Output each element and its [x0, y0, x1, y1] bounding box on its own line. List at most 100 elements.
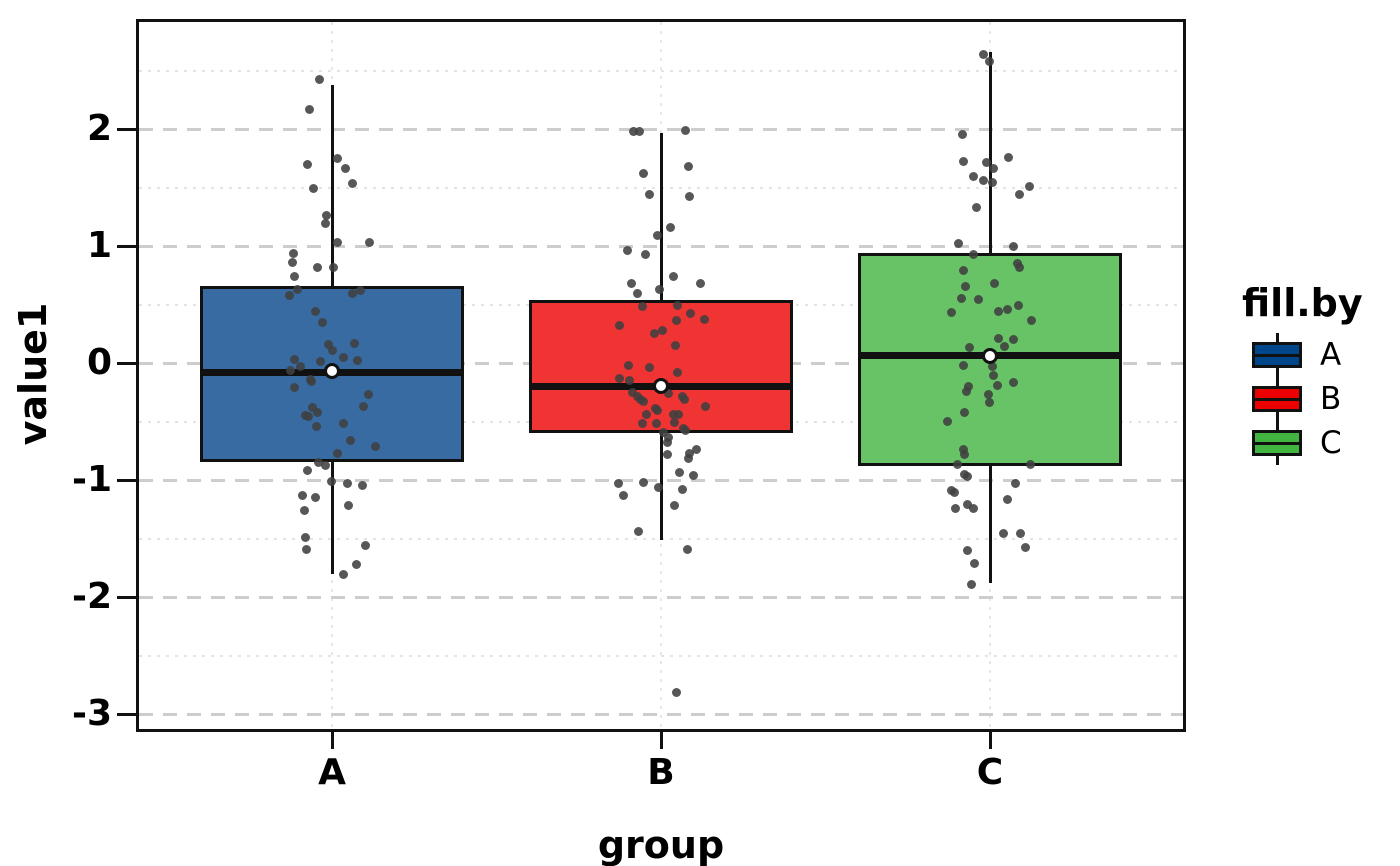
- jitter-point: [961, 386, 971, 396]
- jitter-point: [663, 388, 673, 398]
- jitter-point: [683, 454, 693, 464]
- legend-key-label: C: [1320, 425, 1342, 461]
- jitter-point: [295, 362, 305, 371]
- jitter-point: [614, 321, 624, 331]
- legend-key-median-line: [1255, 441, 1299, 445]
- jitter-point: [297, 490, 307, 500]
- jitter-point: [673, 409, 683, 419]
- jitter-point: [638, 168, 648, 178]
- jitter-point: [1015, 529, 1025, 539]
- x-axis-title: group: [597, 823, 725, 866]
- y-tick-label: 1: [86, 225, 112, 266]
- jitter-point: [989, 278, 999, 288]
- jitter-point: [971, 202, 981, 212]
- jitter-point: [960, 282, 970, 292]
- jitter-point: [289, 271, 299, 281]
- jitter-point: [284, 290, 294, 300]
- jitter-point: [288, 248, 298, 258]
- jitter-point: [969, 558, 979, 568]
- jitter-point: [963, 381, 973, 391]
- jitter-point: [303, 412, 313, 422]
- jitter-point: [285, 365, 295, 375]
- jitter-point: [622, 246, 632, 256]
- legend-key-label: A: [1320, 337, 1342, 373]
- whisker-line: [659, 132, 663, 300]
- jitter-point: [695, 278, 705, 288]
- jitter-point: [1008, 241, 1018, 251]
- jitter-point: [320, 461, 330, 471]
- jitter-point: [310, 307, 320, 317]
- jitter-point: [343, 501, 353, 511]
- jitter-point: [653, 482, 663, 492]
- jitter-point: [973, 295, 983, 305]
- jitter-point: [654, 284, 664, 294]
- jitter-point: [338, 352, 348, 362]
- jitter-point: [360, 541, 370, 551]
- jitter-point: [357, 481, 367, 491]
- jitter-point: [634, 126, 644, 136]
- y-tick-label: -1: [72, 459, 112, 500]
- jitter-point: [683, 161, 693, 171]
- mean-point: [653, 378, 669, 395]
- y-tick-label: -2: [72, 576, 112, 617]
- jitter-point: [338, 570, 348, 580]
- jitter-point: [958, 266, 968, 276]
- whisker-line: [988, 465, 992, 583]
- jitter-point: [347, 289, 357, 299]
- jitter-point: [663, 433, 673, 443]
- jitter-point: [328, 262, 338, 272]
- jitter-point: [684, 192, 694, 202]
- jitter-point: [662, 449, 672, 459]
- legend-title: fill.by: [1242, 281, 1363, 325]
- jitter-point: [289, 354, 299, 364]
- jitter-point: [301, 544, 311, 554]
- jitter-point: [632, 289, 642, 299]
- jitter-point: [358, 401, 368, 411]
- jitter-point: [641, 409, 651, 419]
- jitter-point: [672, 301, 682, 311]
- jitter-point: [292, 284, 302, 294]
- y-tick: [117, 244, 136, 248]
- jitter-point: [962, 545, 972, 555]
- jitter-point: [306, 377, 316, 387]
- jitter-point: [308, 184, 318, 194]
- jitter-point: [638, 397, 648, 407]
- jitter-point: [340, 164, 350, 174]
- jitter-point: [613, 479, 623, 488]
- jitter-point: [332, 153, 342, 163]
- jitter-point: [332, 237, 342, 247]
- jitter-point: [1014, 190, 1024, 200]
- jitter-point: [958, 445, 968, 455]
- jitter-point: [968, 249, 978, 259]
- jitter-point: [958, 360, 968, 370]
- jitter-point: [323, 339, 333, 349]
- jitter-point: [342, 479, 352, 488]
- jitter-point: [946, 308, 956, 318]
- jitter-point: [670, 340, 680, 350]
- y-tick: [117, 127, 136, 131]
- x-tick-label: B: [647, 752, 675, 793]
- jitter-point: [993, 333, 1003, 343]
- jitter-point: [988, 371, 998, 381]
- jitter-point: [307, 402, 317, 412]
- jitter-point: [1025, 460, 1035, 470]
- jitter-point: [649, 329, 659, 339]
- jitter-point: [700, 401, 710, 411]
- jitter-point: [962, 500, 972, 510]
- jitter-point: [658, 427, 668, 437]
- jitter-point: [987, 178, 997, 188]
- x-tick: [659, 731, 663, 749]
- jitter-point: [312, 407, 322, 417]
- y-tick-label: 2: [86, 108, 112, 149]
- jitter-point: [956, 294, 966, 304]
- x-tick-label: C: [976, 752, 1004, 793]
- jitter-point: [984, 56, 994, 66]
- jitter-point: [684, 448, 694, 458]
- jitter-point: [289, 383, 299, 393]
- jitter-point: [321, 211, 331, 221]
- jitter-point: [1008, 378, 1018, 388]
- jitter-point: [347, 179, 357, 189]
- jitter-point: [671, 688, 681, 698]
- jitter-point: [657, 325, 667, 335]
